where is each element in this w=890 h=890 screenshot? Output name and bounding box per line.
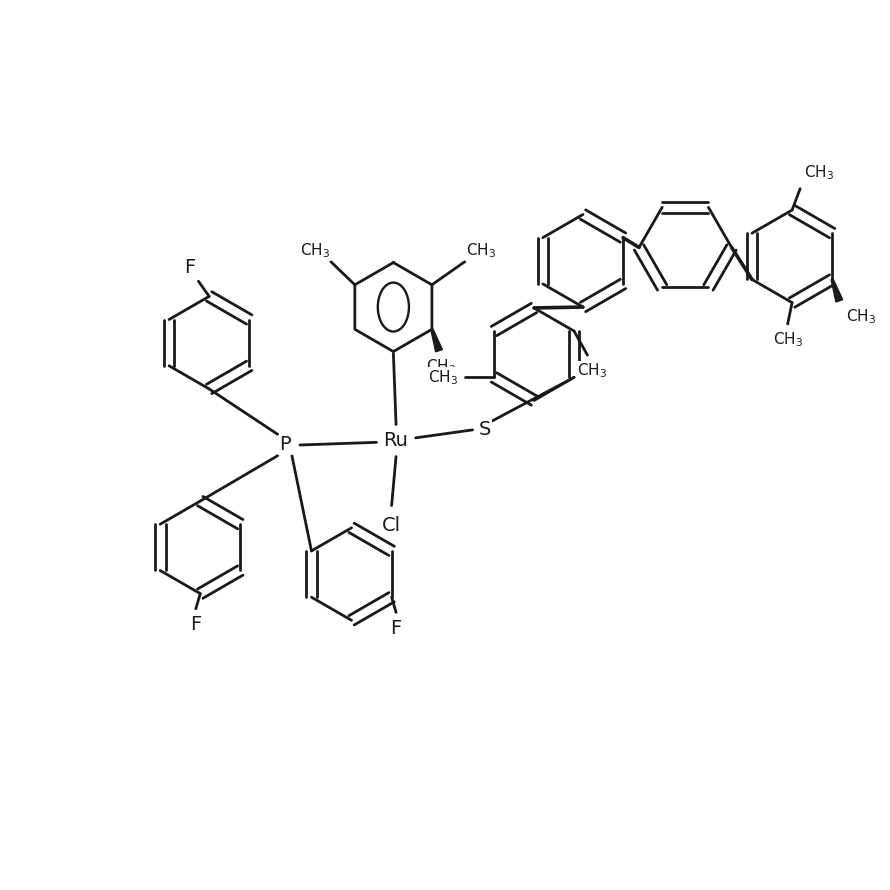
Text: F: F <box>190 615 201 635</box>
Polygon shape <box>831 279 843 302</box>
Text: CH$_3$: CH$_3$ <box>804 163 834 182</box>
Polygon shape <box>431 329 442 352</box>
Text: F: F <box>184 258 195 278</box>
Text: CH$_3$: CH$_3$ <box>425 357 456 376</box>
Text: CH$_3$: CH$_3$ <box>428 368 458 387</box>
Text: CH$_3$: CH$_3$ <box>465 241 496 261</box>
Text: P: P <box>279 435 291 455</box>
Text: Cl: Cl <box>382 515 401 535</box>
Text: CH$_3$: CH$_3$ <box>773 330 803 350</box>
Text: CH$_3$: CH$_3$ <box>300 241 330 261</box>
Text: Ru: Ru <box>384 431 409 450</box>
Text: S: S <box>479 420 491 440</box>
Text: CH$_3$: CH$_3$ <box>577 361 607 381</box>
Text: F: F <box>391 619 401 638</box>
Text: CH$_3$: CH$_3$ <box>846 307 876 327</box>
